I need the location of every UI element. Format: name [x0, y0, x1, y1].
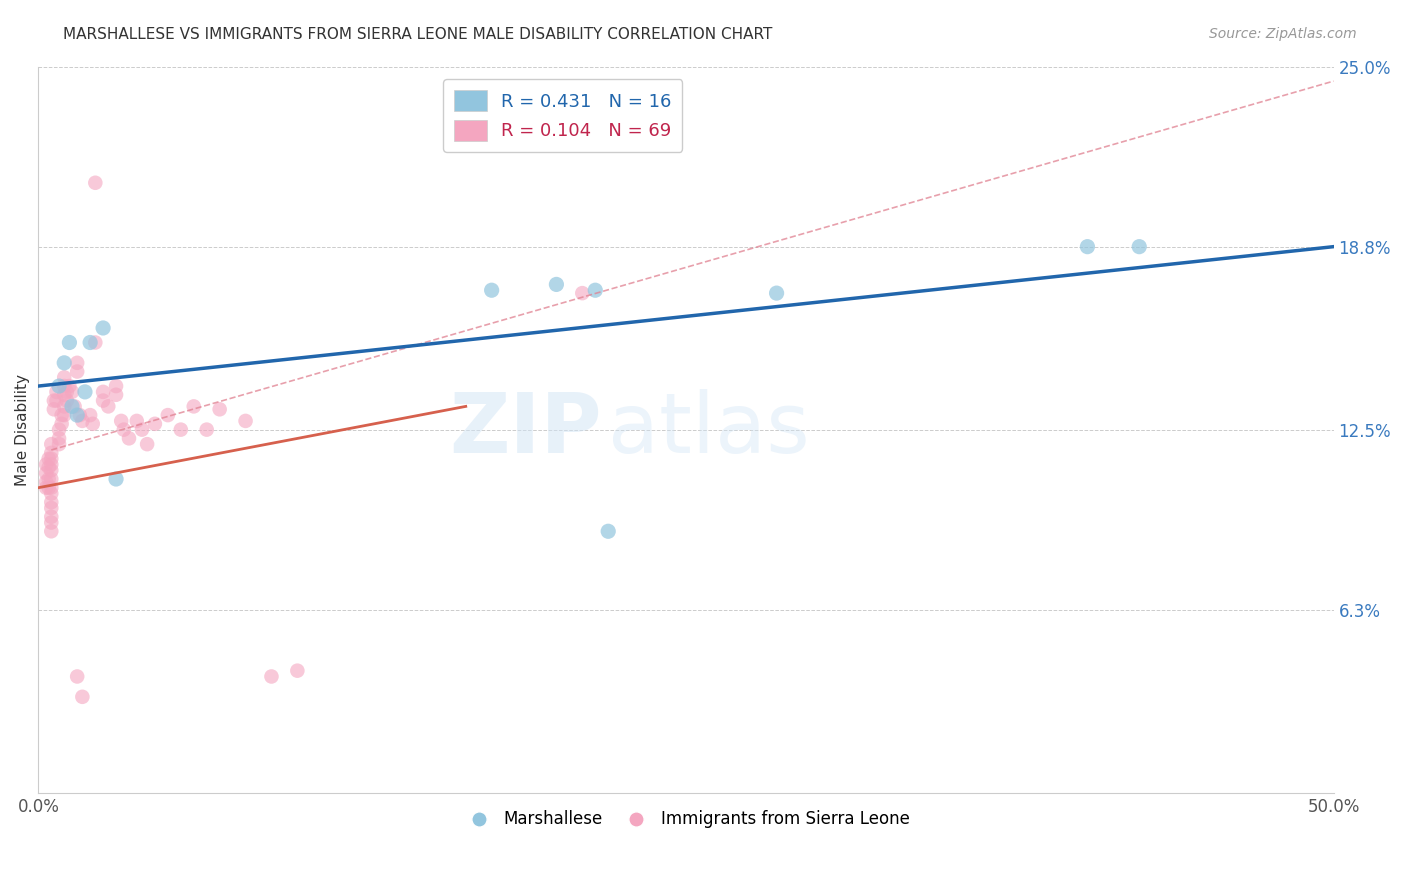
Point: [112, 423, 135, 437]
Point: [79, 408, 101, 422]
Point: [97, 400, 120, 414]
Point: [39, 486, 62, 500]
Point: [56, 384, 79, 399]
Point: [39, 524, 62, 539]
Point: [48, 431, 70, 445]
Point: [765, 286, 787, 301]
Point: [131, 423, 153, 437]
Point: [287, 664, 309, 678]
Point: [53, 356, 76, 370]
Point: [260, 669, 283, 683]
Point: [39, 458, 62, 472]
Point: [84, 335, 107, 350]
Point: [72, 690, 94, 704]
Text: atlas: atlas: [609, 389, 810, 470]
Point: [110, 414, 132, 428]
Point: [125, 414, 148, 428]
Point: [39, 516, 62, 530]
Point: [1128, 240, 1150, 254]
Point: [35, 481, 58, 495]
Point: [91, 393, 114, 408]
Point: [39, 451, 62, 466]
Point: [170, 423, 193, 437]
Point: [183, 400, 205, 414]
Point: [1076, 240, 1098, 254]
Point: [546, 277, 568, 292]
Point: [48, 437, 70, 451]
Point: [235, 414, 257, 428]
Point: [53, 379, 76, 393]
Point: [105, 379, 128, 393]
Text: MARSHALLESE VS IMMIGRANTS FROM SIERRA LEONE MALE DISABILITY CORRELATION CHART: MARSHALLESE VS IMMIGRANTS FROM SIERRA LE…: [63, 27, 773, 42]
Point: [73, 384, 96, 399]
Point: [38, 460, 60, 475]
Point: [39, 495, 62, 509]
Point: [48, 379, 70, 393]
Point: [39, 472, 62, 486]
Point: [84, 176, 107, 190]
Point: [48, 423, 70, 437]
Point: [35, 458, 58, 472]
Point: [60, 400, 83, 414]
Point: [63, 400, 86, 414]
Point: [42, 402, 65, 417]
Point: [51, 408, 73, 422]
Point: [66, 669, 89, 683]
Point: [56, 393, 79, 408]
Point: [45, 384, 67, 399]
Point: [39, 446, 62, 460]
Point: [82, 417, 104, 431]
Point: [38, 472, 60, 486]
Point: [571, 286, 593, 301]
Point: [79, 335, 101, 350]
Point: [53, 388, 76, 402]
Text: ZIP: ZIP: [450, 389, 602, 470]
Point: [38, 481, 60, 495]
Point: [53, 370, 76, 384]
Point: [39, 501, 62, 516]
Point: [58, 379, 80, 393]
Point: [38, 451, 60, 466]
Point: [35, 475, 58, 489]
Point: [53, 408, 76, 422]
Point: [39, 463, 62, 477]
Text: Source: ZipAtlas.com: Source: ZipAtlas.com: [1209, 27, 1357, 41]
Point: [208, 402, 231, 417]
Point: [66, 408, 89, 422]
Point: [481, 283, 503, 297]
Point: [118, 431, 141, 445]
Point: [91, 321, 114, 335]
Legend: Marshallese, Immigrants from Sierra Leone: Marshallese, Immigrants from Sierra Leon…: [456, 804, 917, 835]
Point: [35, 466, 58, 480]
Point: [69, 408, 91, 422]
Point: [72, 414, 94, 428]
Point: [51, 417, 73, 431]
Point: [66, 365, 89, 379]
Point: [39, 437, 62, 451]
Point: [583, 283, 606, 297]
Point: [91, 384, 114, 399]
Point: [195, 423, 218, 437]
Point: [58, 335, 80, 350]
Point: [105, 388, 128, 402]
Point: [39, 509, 62, 524]
Y-axis label: Male Disability: Male Disability: [15, 374, 30, 485]
Point: [39, 481, 62, 495]
Point: [53, 400, 76, 414]
Point: [156, 408, 179, 422]
Point: [45, 393, 67, 408]
Point: [143, 417, 166, 431]
Point: [42, 393, 65, 408]
Point: [66, 356, 89, 370]
Point: [136, 437, 159, 451]
Point: [598, 524, 620, 539]
Point: [105, 472, 128, 486]
Point: [60, 384, 83, 399]
